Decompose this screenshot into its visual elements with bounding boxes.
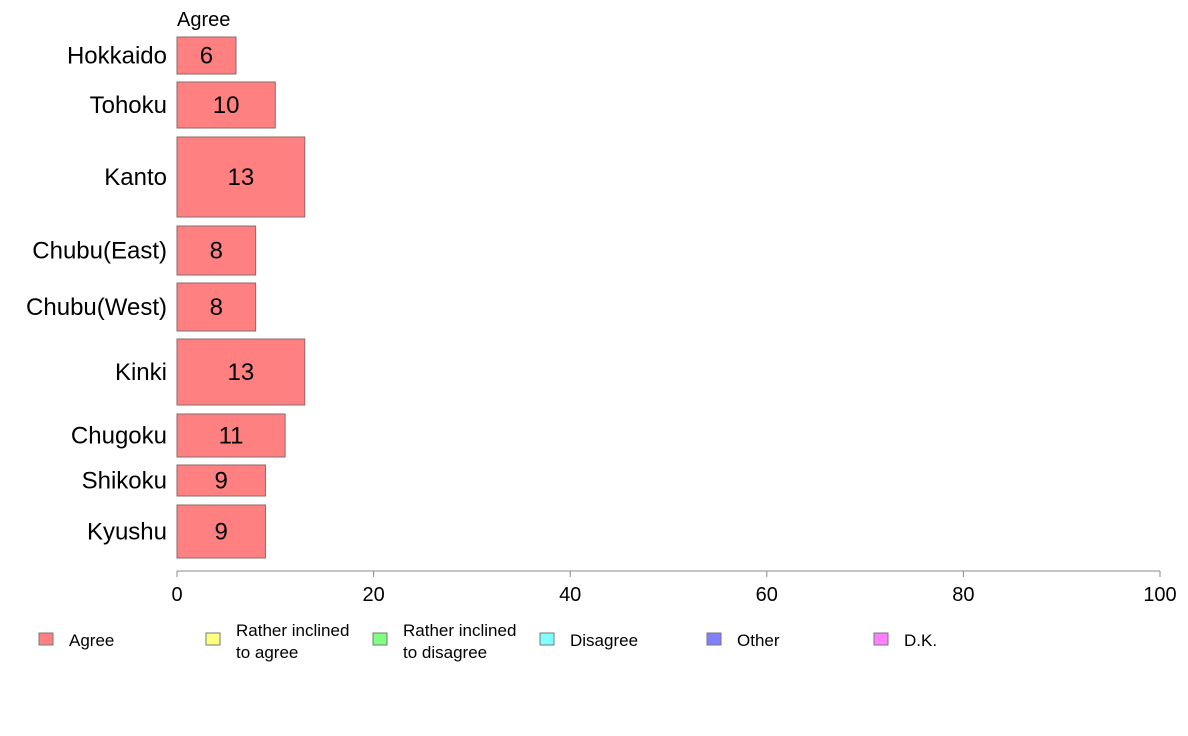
- bar-kinki: [176, 338, 306, 406]
- x-tick-label: 80: [952, 584, 974, 606]
- data-label: 9: [215, 519, 228, 546]
- category-label: Chubu(West): [26, 294, 167, 321]
- data-label: 10: [213, 92, 240, 119]
- category-label: Kanto: [104, 164, 167, 191]
- column-header: Agree: [177, 9, 230, 31]
- category-label: Hokkaido: [67, 43, 167, 70]
- legend-label: Other: [737, 631, 780, 650]
- category-label: Shikoku: [82, 468, 167, 495]
- bar-chubu-west: [176, 282, 257, 332]
- bar-shikoku: [176, 464, 266, 497]
- legend-label: Rather inclined: [236, 621, 349, 640]
- legend-swatch: [539, 632, 555, 646]
- legend: Agree Rather inclined to agree Rather incli…: [38, 621, 937, 662]
- data-label: 8: [210, 238, 223, 265]
- legend-label: D.K.: [904, 631, 937, 650]
- legend-swatch: [706, 632, 722, 646]
- x-tick-label: 100: [1143, 584, 1176, 606]
- category-label: Chugoku: [71, 423, 167, 450]
- category-label: Chubu(East): [32, 238, 167, 265]
- x-tick-label: 40: [559, 584, 581, 606]
- legend-label: to disagree: [403, 643, 487, 662]
- legend-swatch: [372, 632, 388, 646]
- bar-chugoku: [176, 413, 286, 458]
- legend-label: Rather inclined: [403, 621, 516, 640]
- x-tick-label: 0: [171, 584, 182, 606]
- x-tick-label: 20: [362, 584, 384, 606]
- data-label: 8: [210, 294, 223, 321]
- x-tick-label: 60: [756, 584, 778, 606]
- bar-kanto: [176, 136, 306, 218]
- legend-label: Agree: [69, 631, 114, 650]
- category-label: Tohoku: [90, 92, 167, 119]
- data-label: 13: [228, 359, 255, 386]
- bar-hokkaido: [176, 36, 237, 75]
- legend-swatch: [205, 632, 221, 646]
- bar-chubu-east: [176, 225, 257, 276]
- data-label: 13: [228, 164, 255, 191]
- data-label: 9: [215, 468, 228, 495]
- x-axis: 0 20 40 60 80 100: [171, 570, 1177, 606]
- bar-kyushu: [176, 504, 266, 559]
- category-label: Kyushu: [87, 519, 167, 546]
- legend-swatch: [38, 632, 54, 646]
- data-label: 11: [219, 423, 244, 450]
- data-label: 6: [200, 43, 213, 70]
- bars-group: Hokkaido 6 Tohoku 10 Kanto 13 Chubu(East) 8 Chub…: [26, 36, 306, 559]
- legend-swatch: [873, 632, 889, 646]
- bar-tohoku: [176, 81, 276, 129]
- legend-label: to agree: [236, 643, 298, 662]
- category-label: Kinki: [115, 359, 167, 386]
- legend-label: Disagree: [570, 631, 638, 650]
